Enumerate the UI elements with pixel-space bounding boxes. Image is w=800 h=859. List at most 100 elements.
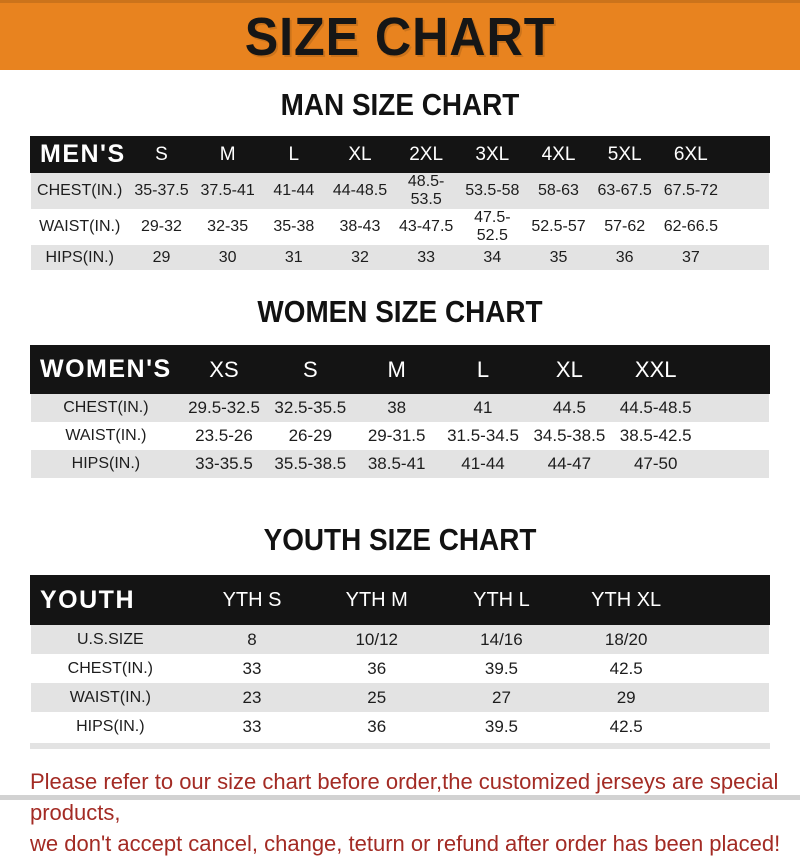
size-cell: 44-47 bbox=[547, 454, 592, 473]
size-cell: 29-31.5 bbox=[367, 426, 426, 445]
size-cell: 18/20 bbox=[604, 629, 648, 649]
column-header: 3XL bbox=[458, 136, 527, 173]
row-label: WAIST(IN.) bbox=[39, 218, 121, 235]
size-cell: 32.5-35.5 bbox=[274, 398, 347, 417]
size-cell: 38-43 bbox=[339, 218, 381, 235]
size-cell: 37.5-41 bbox=[200, 182, 255, 199]
size-cell: 43-47.5 bbox=[399, 218, 454, 235]
column-header: S bbox=[266, 345, 355, 394]
column-header: 6XL bbox=[656, 136, 725, 173]
column-header: YTH S bbox=[188, 575, 316, 625]
size-cell: 32 bbox=[351, 248, 369, 266]
size-cell: 26-29 bbox=[288, 426, 333, 445]
column-header: 5XL bbox=[590, 136, 659, 173]
table-row: HIPS(IN.) 33 36 39.5 42.5 bbox=[31, 712, 769, 741]
size-cell: 39.5 bbox=[484, 658, 518, 678]
row-label: CHEST(IN.) bbox=[63, 399, 149, 416]
size-cell: 35.5-38.5 bbox=[274, 454, 347, 473]
size-cell: 36 bbox=[367, 716, 387, 736]
row-label: U.S.SIZE bbox=[76, 630, 144, 648]
banner-title: SIZE CHART bbox=[244, 6, 556, 67]
womens-size-table: WOMEN'S XS S M L XL XXL CHEST(IN.) 29.5-32.5 32.5… bbox=[30, 345, 771, 478]
size-cell: 33 bbox=[242, 716, 262, 736]
column-header: YTH M bbox=[313, 575, 441, 625]
table-row: WAIST(IN.) 23.5-26 26-29 29-31.5 31.5-34.5 34… bbox=[31, 422, 769, 450]
row-label: WAIST(IN.) bbox=[65, 427, 147, 444]
man-size-chart-title: MAN SIZE CHART bbox=[280, 87, 520, 122]
row-label: WAIST(IN.) bbox=[69, 688, 151, 706]
disclaimer-text: Please refer to our size chart before or… bbox=[0, 766, 800, 859]
table-bottom-stripe bbox=[30, 743, 770, 749]
size-cell: 14/16 bbox=[480, 629, 523, 649]
size-cell: 67.5-72 bbox=[663, 182, 718, 199]
table-header-label: WOMEN'S bbox=[30, 345, 182, 394]
table-row: WAIST(IN.) 29-32 32-35 35-38 38-43 43-47.5 47.… bbox=[31, 209, 769, 245]
size-cell: 33-35.5 bbox=[195, 454, 253, 473]
size-cell: 41-44 bbox=[461, 454, 505, 473]
column-header: M bbox=[193, 136, 262, 173]
column-header: L bbox=[438, 345, 528, 394]
size-cell: 29 bbox=[616, 687, 636, 707]
row-label: HIPS(IN.) bbox=[76, 717, 145, 735]
column-header: M bbox=[352, 345, 441, 394]
row-filler bbox=[689, 624, 769, 654]
youth-size-table-host: YOUTH YTH S YTH M YTH L YTH XL U.S.SIZE 8 10/12… bbox=[0, 575, 800, 749]
size-cell: 57-62 bbox=[604, 218, 646, 235]
row-filler bbox=[689, 712, 769, 741]
column-header: XS bbox=[179, 345, 269, 394]
size-cell: 27 bbox=[491, 687, 511, 707]
size-cell: 38.5-41 bbox=[367, 454, 426, 473]
size-cell: 47-50 bbox=[633, 454, 678, 473]
size-cell: 63-67.5 bbox=[597, 182, 652, 199]
row-label: CHEST(IN.) bbox=[67, 659, 153, 677]
bottom-edge-strip bbox=[0, 795, 800, 800]
row-filler bbox=[724, 245, 769, 270]
size-cell: 47.5-52.5 bbox=[474, 209, 511, 244]
row-filler bbox=[699, 393, 769, 422]
size-cell: 58-63 bbox=[538, 182, 579, 199]
header-filler bbox=[722, 136, 771, 173]
table-header-row: MEN'S S M L XL 2XL 3XL 4XL 5XL 6XL bbox=[29, 136, 771, 173]
column-header: YTH XL bbox=[562, 575, 690, 625]
row-label: HIPS(IN.) bbox=[45, 248, 114, 266]
size-cell: 36 bbox=[615, 248, 634, 266]
size-cell: 37 bbox=[681, 248, 700, 266]
size-cell: 23.5-26 bbox=[195, 426, 253, 445]
column-header: 2XL bbox=[392, 136, 461, 173]
size-cell: 44.5 bbox=[552, 398, 586, 417]
size-cell: 39.5 bbox=[484, 716, 518, 736]
size-cell: 35-37.5 bbox=[134, 182, 189, 199]
size-cell: 25 bbox=[367, 687, 387, 707]
size-cell: 44.5-48.5 bbox=[619, 398, 692, 417]
size-cell: 10/12 bbox=[355, 629, 398, 649]
size-cell: 29-32 bbox=[141, 218, 182, 235]
column-header: 4XL bbox=[524, 136, 593, 173]
man-size-table-host: MEN'S S M L XL 2XL 3XL 4XL 5XL 6XL CHEST(IN.) 35-37… bbox=[0, 136, 800, 270]
row-filler bbox=[689, 683, 769, 712]
table-row: HIPS(IN.) 33-35.5 35.5-38.5 38.5-41 41-44 44-… bbox=[31, 450, 769, 478]
row-filler bbox=[724, 172, 769, 209]
table-row: U.S.SIZE 8 10/12 14/16 18/20 bbox=[31, 624, 769, 654]
row-filler bbox=[699, 450, 769, 478]
column-header: S bbox=[127, 136, 196, 173]
column-header: XL bbox=[325, 136, 395, 173]
women-size-table-host: WOMEN'S XS S M L XL XXL CHEST(IN.) 29.5-32.5 32.5… bbox=[0, 345, 800, 478]
table-header-label: YOUTH bbox=[30, 575, 191, 625]
row-filler bbox=[689, 654, 769, 683]
size-cell: 30 bbox=[218, 248, 237, 266]
size-cell: 42.5 bbox=[609, 658, 643, 678]
table-header-label: MEN'S bbox=[29, 136, 130, 173]
size-cell: 34 bbox=[483, 248, 502, 266]
table-row: HIPS(IN.) 29 30 31 32 33 34 35 36 37 bbox=[31, 245, 769, 270]
column-header: XXL bbox=[611, 345, 700, 394]
column-header: L bbox=[259, 136, 328, 173]
women-size-chart-title: WOMEN SIZE CHART bbox=[257, 294, 543, 329]
youth-size-table: YOUTH YTH S YTH M YTH L YTH XL U.S.SIZE 8 10/12… bbox=[30, 575, 771, 741]
disclaimer-line-2: we don't accept cancel, change, teturn o… bbox=[30, 831, 781, 856]
size-cell: 23 bbox=[242, 687, 262, 707]
size-cell: 38.5-42.5 bbox=[619, 426, 692, 445]
table-row: CHEST(IN.) 35-37.5 37.5-41 41-44 44-48.5 48.5… bbox=[31, 172, 769, 209]
size-cell: 32-35 bbox=[207, 218, 249, 235]
size-cell: 38 bbox=[387, 398, 407, 417]
column-header: YTH L bbox=[438, 575, 565, 625]
